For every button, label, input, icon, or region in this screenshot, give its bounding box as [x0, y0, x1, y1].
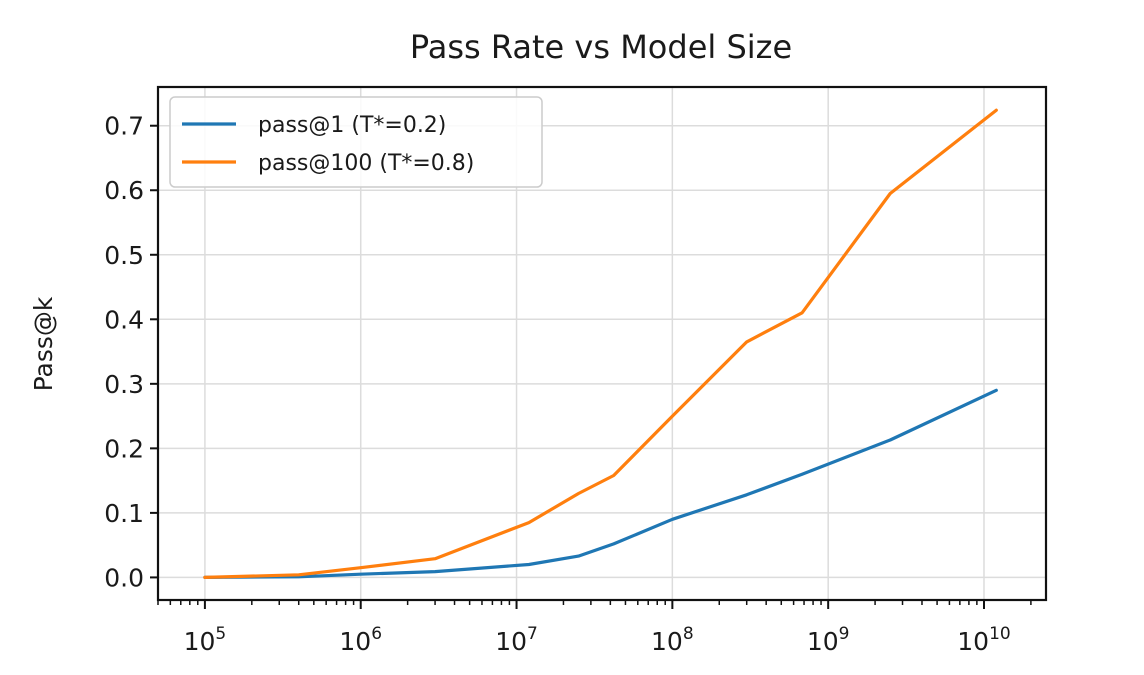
legend: pass@1 (T*=0.2) pass@100 (T*=0.8) — [169, 96, 543, 188]
x-tick-label: 1010 — [957, 624, 1010, 656]
y-tick-label: 0.5 — [104, 241, 144, 270]
x-tick-label: 106 — [339, 624, 382, 656]
y-tick-label: 0.1 — [104, 499, 144, 528]
series-line-1 — [203, 388, 998, 580]
x-tick-label: 108 — [651, 624, 694, 656]
y-tick-label: 0.0 — [104, 563, 144, 592]
y-tick-label: 0.2 — [104, 434, 144, 463]
plot-frame — [156, 85, 1048, 602]
y-tick-label: 0.4 — [104, 305, 144, 334]
legend-label: pass@1 (T*=0.2) — [258, 113, 446, 138]
series-layer — [203, 108, 998, 580]
x-tick-label: 107 — [495, 624, 538, 656]
chart-title: Pass Rate vs Model Size — [410, 28, 792, 66]
x-tick-label: 105 — [184, 624, 227, 656]
legend-box — [169, 96, 543, 188]
y-tick-label: 0.3 — [104, 370, 144, 399]
x-tick-label: 109 — [807, 624, 850, 656]
y-tick-label: 0.6 — [104, 176, 144, 205]
legend-label: pass@100 (T*=0.8) — [258, 151, 474, 176]
y-axis-label: Pass@k — [29, 296, 58, 391]
series-line-2 — [203, 108, 998, 580]
ticks-layer: 0.0 0.1 0.2 0.3 0.4 0.5 0.6 0.7 105 106 107 108 109 1… — [104, 112, 1032, 656]
y-tick-label: 0.7 — [104, 112, 144, 141]
